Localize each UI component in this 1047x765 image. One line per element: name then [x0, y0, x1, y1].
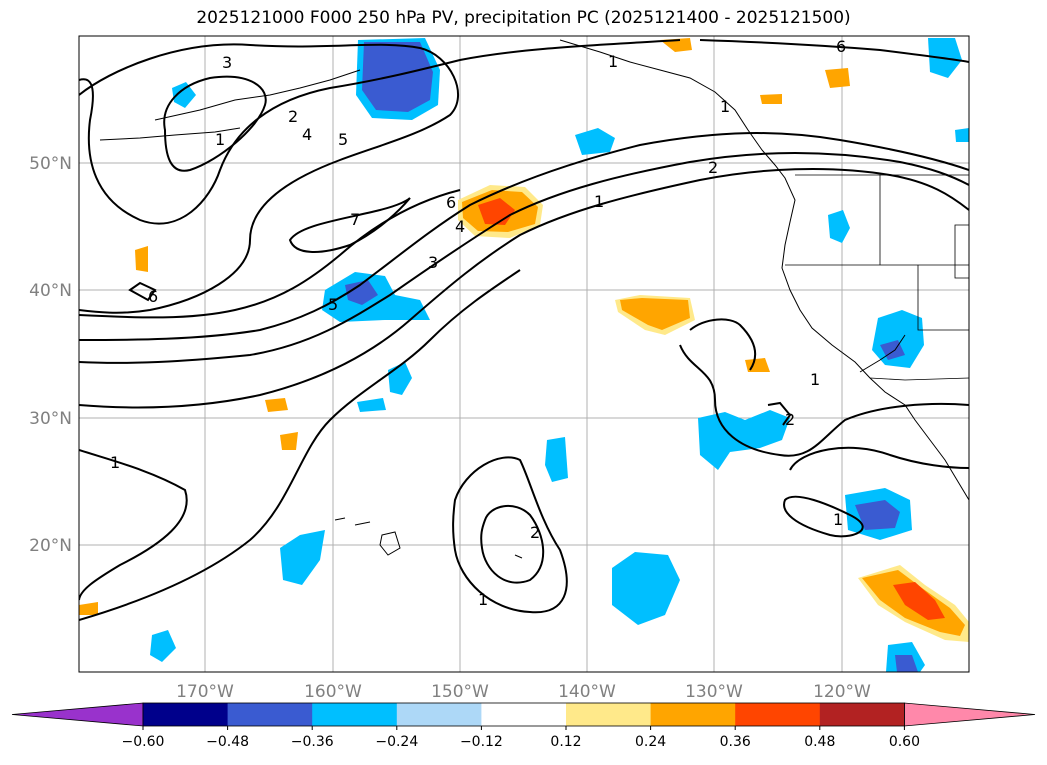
contour-label: 7 [350, 210, 360, 229]
colorbar-segment [312, 703, 398, 726]
colorbar-segment [650, 703, 736, 726]
colorbar-tick-label: −0.24 [375, 734, 418, 750]
colorbar-segment [396, 703, 482, 726]
contour-label: 5 [338, 130, 348, 149]
lat-label: 30°N [29, 409, 72, 429]
contour-label: 1 [594, 192, 604, 211]
coastlines [99, 39, 969, 559]
map-background [79, 36, 969, 672]
colorbar-tick-label: −0.60 [122, 734, 165, 750]
colorbar: −0.60 −0.48 −0.36 −0.24 −0.12 0.12 0.24 0.36 0.4… [11, 702, 1036, 750]
colorbar-segment [481, 703, 567, 726]
map-frame [78, 35, 970, 673]
colorbar-extend-low [11, 702, 144, 727]
longitude-labels: 170°W 160°W 150°W 140°W 130°W 120°W [176, 682, 871, 702]
contour-label: 1 [810, 370, 820, 389]
contour-label: 6 [148, 287, 158, 306]
contour-label: 1 [720, 97, 730, 116]
colorbar-frame [142, 702, 905, 727]
colorbar-tick-label: −0.36 [291, 734, 334, 750]
contour-label: 1 [478, 590, 488, 609]
colorbar-segment [735, 703, 821, 726]
colorbar-tick-label: 0.24 [635, 734, 666, 750]
lon-label: 140°W [558, 682, 616, 702]
contour-label: 1 [110, 453, 120, 472]
pv-contour-labels: 3 2 1 4 5 7 6 6 4 3 5 6 2 1 1 1 2 1 1 2 … [110, 37, 846, 609]
lon-label: 170°W [176, 682, 234, 702]
contour-label: 3 [428, 253, 438, 272]
colorbar-segment [143, 703, 229, 726]
contour-label: 5 [328, 295, 338, 314]
contour-label: 1 [608, 52, 618, 71]
colorbar-tick-label: 0.48 [804, 734, 835, 750]
pv-contours [79, 39, 969, 621]
contour-label: 2 [530, 523, 540, 542]
colorbar-tick-label: 0.60 [889, 734, 920, 750]
latitude-labels: 50°N 40°N 30°N 20°N [29, 154, 72, 556]
lat-label: 20°N [29, 536, 72, 556]
lon-label: 120°W [813, 682, 871, 702]
precip-shading [79, 38, 969, 672]
lat-label: 40°N [29, 281, 72, 301]
colorbar-extend-high [904, 702, 1036, 727]
contour-label: 2 [708, 158, 718, 177]
contour-label: 1 [833, 510, 843, 529]
map-title: 2025121000 F000 250 hPa PV, precipitatio… [196, 8, 851, 28]
lat-label: 50°N [29, 154, 72, 174]
borders [785, 174, 969, 381]
contour-label: 6 [836, 37, 846, 56]
colorbar-tick-label: 0.36 [720, 734, 751, 750]
contour-label: 4 [455, 217, 465, 236]
contour-label: 3 [222, 53, 232, 72]
colorbar-tick-label: −0.12 [460, 734, 503, 750]
lon-label: 160°W [304, 682, 362, 702]
colorbar-segment [566, 703, 652, 726]
colorbar-tick-label: 0.12 [550, 734, 581, 750]
lon-label: 130°W [685, 682, 743, 702]
contour-label: 4 [302, 125, 312, 144]
contour-label: 6 [446, 193, 456, 212]
colorbar-tick-label: −0.48 [206, 734, 249, 750]
lon-label: 150°W [431, 682, 489, 702]
contour-label: 2 [288, 107, 298, 126]
colorbar-segment [227, 703, 313, 726]
colorbar-segment [819, 703, 905, 726]
contour-label: 2 [785, 410, 795, 429]
contour-label: 1 [215, 130, 225, 149]
